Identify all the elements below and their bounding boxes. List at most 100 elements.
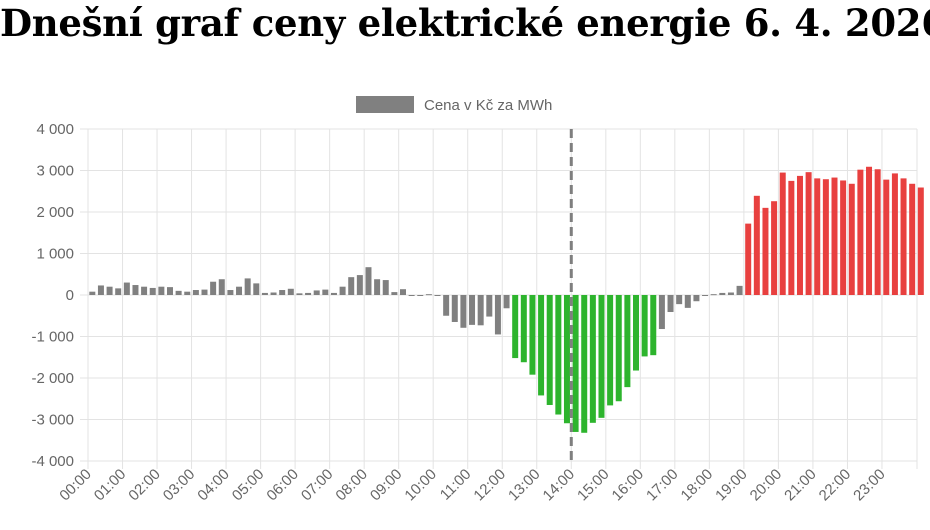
bar[interactable] xyxy=(650,295,657,356)
bar[interactable] xyxy=(494,295,501,335)
bar[interactable] xyxy=(400,289,406,295)
bar[interactable] xyxy=(236,286,243,295)
bar[interactable] xyxy=(762,207,769,295)
bar[interactable] xyxy=(356,275,363,295)
bar[interactable] xyxy=(175,290,182,295)
bar[interactable] xyxy=(572,295,579,432)
bar[interactable] xyxy=(753,195,760,295)
bar[interactable] xyxy=(822,179,829,295)
bar[interactable] xyxy=(477,295,484,326)
bar[interactable] xyxy=(796,175,803,295)
bar[interactable] xyxy=(184,291,191,295)
bar[interactable] xyxy=(227,290,234,295)
bar[interactable] xyxy=(270,292,277,295)
bar[interactable] xyxy=(779,172,786,295)
bar[interactable] xyxy=(391,292,398,295)
bar[interactable] xyxy=(434,295,441,296)
bar[interactable] xyxy=(305,292,312,295)
bar[interactable] xyxy=(658,295,665,330)
bar[interactable] xyxy=(607,295,614,406)
bar[interactable] xyxy=(693,295,700,302)
bar[interactable] xyxy=(771,201,778,295)
bar[interactable] xyxy=(166,287,173,295)
bar[interactable] xyxy=(330,292,337,295)
bar[interactable] xyxy=(788,180,795,296)
bar[interactable] xyxy=(736,285,743,295)
bar[interactable] xyxy=(529,295,536,375)
bar[interactable] xyxy=(486,295,493,317)
legend[interactable]: Cena v Kč za MWh xyxy=(356,96,552,114)
bar[interactable] xyxy=(840,180,847,295)
bar[interactable] xyxy=(520,295,527,363)
bar[interactable] xyxy=(805,172,812,295)
bar[interactable] xyxy=(210,281,217,295)
bar[interactable] xyxy=(218,279,225,295)
bar[interactable] xyxy=(253,283,260,295)
bar[interactable] xyxy=(727,292,734,295)
bar[interactable] xyxy=(339,286,346,295)
bar[interactable] xyxy=(115,288,122,295)
bar[interactable] xyxy=(512,295,519,359)
bar[interactable] xyxy=(97,285,104,295)
bar[interactable] xyxy=(589,295,596,423)
bar[interactable] xyxy=(469,295,476,325)
bar[interactable] xyxy=(563,295,570,424)
bar[interactable] xyxy=(598,295,605,418)
bar[interactable] xyxy=(615,295,622,402)
x-tick-label: 02:00 xyxy=(125,466,164,505)
bar[interactable] xyxy=(322,289,329,295)
bar[interactable] xyxy=(710,294,717,296)
bar[interactable] xyxy=(451,295,458,322)
bar[interactable] xyxy=(296,293,303,295)
bar[interactable] xyxy=(866,166,873,295)
bar[interactable] xyxy=(261,292,268,295)
bar[interactable] xyxy=(883,179,890,295)
bar[interactable] xyxy=(909,183,916,295)
bar[interactable] xyxy=(684,295,691,308)
bar[interactable] xyxy=(417,295,424,296)
bar[interactable] xyxy=(874,169,881,295)
bar[interactable] xyxy=(89,291,96,295)
bar[interactable] xyxy=(244,278,251,295)
bar[interactable] xyxy=(425,294,432,296)
bar[interactable] xyxy=(192,290,199,295)
bar[interactable] xyxy=(141,286,148,295)
bar[interactable] xyxy=(460,295,467,328)
bar[interactable] xyxy=(538,295,545,396)
bar[interactable] xyxy=(676,295,683,305)
bar[interactable] xyxy=(503,295,510,309)
bar[interactable] xyxy=(581,295,588,433)
bar[interactable] xyxy=(279,290,286,295)
bar[interactable] xyxy=(287,288,294,295)
bar[interactable] xyxy=(443,295,450,316)
bar[interactable] xyxy=(900,178,907,295)
bar[interactable] xyxy=(633,295,639,371)
bar[interactable] xyxy=(641,295,648,357)
bar[interactable] xyxy=(123,282,130,295)
bar[interactable] xyxy=(891,173,898,295)
bar[interactable] xyxy=(408,295,415,296)
bar[interactable] xyxy=(555,295,562,415)
bar[interactable] xyxy=(158,286,165,295)
bar[interactable] xyxy=(917,187,924,295)
bar[interactable] xyxy=(848,183,855,295)
bar[interactable] xyxy=(348,277,355,295)
bar[interactable] xyxy=(667,295,674,313)
bar[interactable] xyxy=(719,292,726,295)
bar[interactable] xyxy=(313,290,320,295)
bar[interactable] xyxy=(857,169,864,295)
bar[interactable] xyxy=(132,285,139,295)
bar[interactable] xyxy=(831,177,838,295)
bar[interactable] xyxy=(814,178,821,295)
bar[interactable] xyxy=(374,279,381,295)
bar[interactable] xyxy=(382,280,389,295)
bar[interactable] xyxy=(201,289,208,295)
bar[interactable] xyxy=(702,295,709,296)
bar[interactable] xyxy=(745,223,752,295)
bar[interactable] xyxy=(365,267,372,295)
bar[interactable] xyxy=(149,287,156,295)
bar[interactable] xyxy=(546,295,553,405)
bar[interactable] xyxy=(106,286,113,295)
bar[interactable] xyxy=(624,295,631,388)
x-tick-label: 17:00 xyxy=(643,466,682,505)
